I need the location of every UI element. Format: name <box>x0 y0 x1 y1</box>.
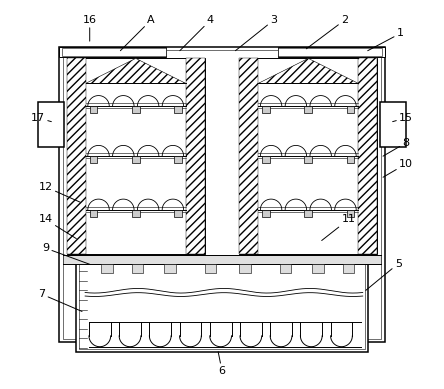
Bar <box>347 210 354 217</box>
Bar <box>305 210 312 217</box>
Text: 14: 14 <box>39 214 76 238</box>
Text: 1: 1 <box>368 28 404 51</box>
Bar <box>67 58 205 254</box>
Text: 8: 8 <box>383 138 410 156</box>
Bar <box>132 264 143 273</box>
Text: 16: 16 <box>83 15 97 41</box>
Bar <box>63 255 381 264</box>
Bar <box>186 58 205 254</box>
Bar <box>132 156 139 163</box>
Text: 12: 12 <box>39 182 80 202</box>
Bar <box>305 156 312 163</box>
Text: 7: 7 <box>38 289 82 312</box>
Bar <box>90 156 97 163</box>
Bar <box>305 106 312 113</box>
Bar <box>132 106 139 113</box>
Bar <box>347 106 354 113</box>
Text: 17: 17 <box>31 113 52 123</box>
Bar <box>205 264 216 273</box>
Bar <box>174 210 182 217</box>
Bar <box>347 156 354 163</box>
Bar <box>90 106 97 113</box>
Bar <box>62 48 166 56</box>
Text: 4: 4 <box>180 15 214 51</box>
Bar <box>38 102 64 147</box>
Bar <box>90 210 97 217</box>
Bar <box>79 263 365 349</box>
Bar <box>67 58 86 254</box>
Bar <box>164 264 176 273</box>
Bar <box>343 264 354 273</box>
Bar <box>262 210 270 217</box>
Bar <box>239 58 377 254</box>
Bar <box>75 260 369 352</box>
Text: 10: 10 <box>383 159 413 177</box>
Bar <box>278 47 385 57</box>
Bar <box>358 58 377 254</box>
Bar <box>101 264 113 273</box>
Bar <box>59 47 166 57</box>
Bar <box>239 58 258 254</box>
Bar <box>174 156 182 163</box>
Bar <box>280 264 291 273</box>
Bar <box>380 102 406 147</box>
Text: 2: 2 <box>306 15 348 49</box>
Text: 15: 15 <box>392 113 413 123</box>
Text: 9: 9 <box>42 243 90 264</box>
Text: 11: 11 <box>322 214 356 240</box>
Bar <box>59 47 385 342</box>
Bar <box>132 210 139 217</box>
Text: 6: 6 <box>218 352 226 376</box>
Bar <box>63 50 381 339</box>
Text: A: A <box>120 15 155 51</box>
Bar <box>312 264 324 273</box>
Bar <box>262 106 270 113</box>
Bar <box>174 106 182 113</box>
Text: 5: 5 <box>366 259 402 290</box>
Text: 3: 3 <box>235 15 277 51</box>
Polygon shape <box>258 58 358 83</box>
Bar <box>239 264 251 273</box>
Polygon shape <box>86 58 186 83</box>
Bar <box>278 48 382 56</box>
Bar <box>262 156 270 163</box>
